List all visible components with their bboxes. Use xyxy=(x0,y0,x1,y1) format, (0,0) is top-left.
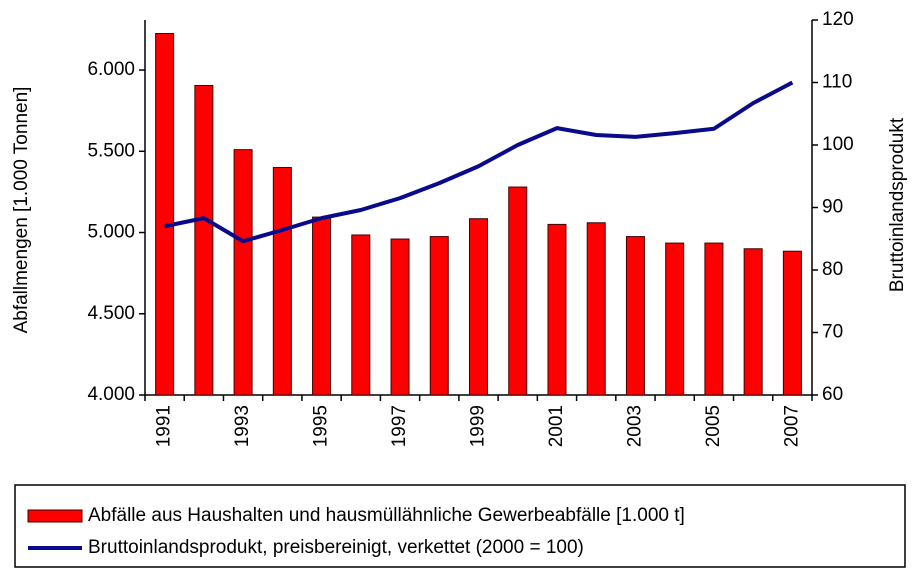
bar xyxy=(469,218,488,396)
y2-tick-label: 70 xyxy=(822,322,843,343)
bar xyxy=(547,223,567,396)
bar xyxy=(782,250,802,396)
bar xyxy=(586,222,606,396)
bar xyxy=(665,242,685,396)
bar xyxy=(351,234,371,396)
x-tick-label: 1995 xyxy=(311,405,332,447)
x-tick-label: 1997 xyxy=(389,405,410,447)
y2-tick-label: 100 xyxy=(822,134,854,155)
x-tick-label: 1991 xyxy=(154,405,175,447)
y2-tick-label: 60 xyxy=(822,384,843,405)
bar xyxy=(743,248,763,396)
x-tick-label: 2003 xyxy=(624,405,645,447)
y-axis-title: Abfallmengen [1.000 Tonnen] xyxy=(11,87,32,334)
x-tick-label: 2001 xyxy=(546,405,567,447)
y-tick-label: 5.500 xyxy=(87,140,135,161)
y-tick-label: 4.000 xyxy=(87,384,135,405)
bar xyxy=(272,167,292,396)
bar xyxy=(194,84,214,396)
y2-tick-label: 90 xyxy=(822,197,843,218)
y2-tick-label: 110 xyxy=(822,72,852,93)
x-tick-label: 1999 xyxy=(468,405,489,447)
y2-tick-label: 80 xyxy=(822,259,843,280)
x-tick-label: 1993 xyxy=(232,405,253,447)
bar xyxy=(429,236,449,396)
bar xyxy=(312,216,332,396)
y-tick-label: 6.000 xyxy=(87,59,135,80)
y-tick-label: 4.500 xyxy=(87,303,135,324)
legend-box xyxy=(14,484,906,568)
x-tick-label: 2007 xyxy=(781,405,802,447)
bar xyxy=(390,238,410,396)
legend-label: Abfälle aus Haushalten und hausmüllähnli… xyxy=(88,505,685,526)
bar xyxy=(155,32,175,396)
bar xyxy=(233,149,253,396)
y2-tick-label: 120 xyxy=(822,9,854,30)
x-tick-label: 2005 xyxy=(703,405,724,447)
line xyxy=(164,80,794,244)
y2-axis-title: Bruttoinlandsprodukt xyxy=(887,117,908,292)
y-tick-label: 5.000 xyxy=(87,222,135,243)
legend-label: Bruttoinlandsprodukt, preisbereinigt, ve… xyxy=(88,537,584,558)
bar xyxy=(625,236,645,396)
bar xyxy=(704,242,724,396)
legend-swatch xyxy=(27,509,83,523)
bar xyxy=(508,186,528,396)
